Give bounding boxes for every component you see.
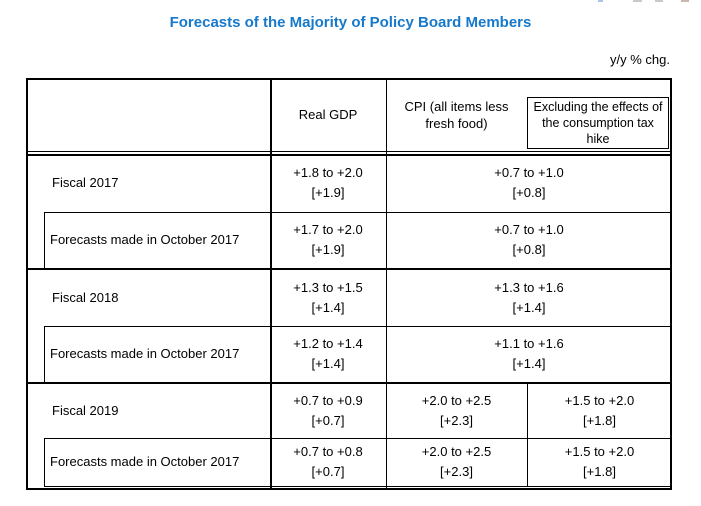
forecast-median: [+1.9]: [311, 242, 345, 257]
row-label-text: Fiscal 2019: [52, 403, 119, 418]
forecast-median: [+1.4]: [311, 356, 345, 371]
forecast-range: +1.8 to +2.0: [293, 165, 363, 180]
forecast-median: [+1.8]: [583, 464, 616, 479]
cpi-forecast-cell: +2.0 to +2.5 [+2.3]: [386, 384, 527, 438]
section-divider: [26, 382, 672, 384]
inset-box-left-line: [44, 212, 45, 268]
row-divider: [44, 438, 672, 439]
gdp-forecast-cell: +0.7 to +0.8 [+0.7]: [270, 438, 386, 486]
column-header-label: CPI (all items less fresh food): [404, 98, 509, 131]
unit-note: y/y % chg.: [610, 52, 670, 67]
section-divider: [26, 268, 672, 270]
row-divider: [44, 326, 672, 327]
forecast-range: +2.0 to +2.5: [421, 393, 492, 408]
forecast-range: +1.1 to +1.6: [494, 336, 564, 351]
cropped-text-remnant: [598, 0, 603, 2]
row-label-text: Fiscal 2018: [52, 290, 119, 305]
cpi-forecast-cell: +1.3 to +1.6 [+1.4]: [386, 270, 672, 326]
cropped-text-remnant: [681, 0, 689, 2]
forecast-median: [+2.3]: [440, 413, 473, 428]
forecast-median: [+1.4]: [512, 300, 546, 315]
gdp-forecast-cell: +0.7 to +0.9 [+0.7]: [270, 384, 386, 438]
gdp-cpi-column-divider: [386, 78, 387, 488]
forecast-median: [+0.7]: [311, 464, 345, 479]
cpi-ex-tax-forecast-cell: +1.5 to +2.0 [+1.8]: [527, 438, 672, 486]
forecast-median: [+0.7]: [311, 413, 345, 428]
row-label-text: Forecasts made in October 2017: [50, 346, 240, 361]
row-label-october-forecast: Forecasts made in October 2017: [50, 212, 265, 268]
forecast-range: +1.7 to +2.0: [293, 222, 363, 237]
forecast-median: [+1.4]: [311, 300, 345, 315]
forecast-range: +0.7 to +1.0: [494, 222, 564, 237]
forecast-range: +1.2 to +1.4: [293, 336, 363, 351]
cropped-text-remnant: [633, 0, 642, 2]
gdp-forecast-cell: +1.8 to +2.0 [+1.9]: [270, 154, 386, 212]
cpi-forecast-cell: +1.1 to +1.6 [+1.4]: [386, 326, 672, 382]
forecast-median: [+1.8]: [583, 413, 616, 428]
forecast-range: +1.5 to +2.0: [564, 393, 635, 408]
page-title: Forecasts of the Majority of Policy Boar…: [169, 14, 532, 31]
forecast-median: [+0.8]: [512, 185, 546, 200]
forecast-range: +1.5 to +2.0: [564, 444, 635, 459]
table-border-bottom: [26, 488, 672, 490]
column-header-cpi-ex-tax: Excluding the effects of the consumption…: [527, 97, 669, 149]
table-border-top: [26, 78, 672, 80]
row-divider: [44, 212, 672, 213]
forecast-range: +0.7 to +0.9: [293, 393, 363, 408]
header-bottom-line: [26, 151, 672, 152]
forecast-median: [+0.8]: [512, 242, 546, 257]
row-label-october-forecast: Forecasts made in October 2017: [50, 326, 265, 382]
forecast-median: [+1.4]: [512, 356, 546, 371]
row-label-fiscal-2017: Fiscal 2017: [52, 154, 262, 212]
inset-box-left-line: [44, 438, 45, 486]
label-column-divider: [270, 78, 272, 488]
table-border-left: [26, 78, 28, 490]
row-label-text: Fiscal 2017: [52, 175, 119, 190]
gdp-forecast-cell: +1.7 to +2.0 [+1.9]: [270, 212, 386, 268]
forecast-range: +0.7 to +0.8: [293, 444, 363, 459]
cpi-ex-tax-forecast-cell: +1.5 to +2.0 [+1.8]: [527, 384, 672, 438]
table-border-right: [670, 78, 672, 490]
gdp-forecast-cell: +1.2 to +1.4 [+1.4]: [270, 326, 386, 382]
row-label-october-forecast: Forecasts made in October 2017: [50, 438, 265, 486]
column-header-label: Real GDP: [298, 107, 358, 122]
gdp-forecast-cell: +1.3 to +1.5 [+1.4]: [270, 270, 386, 326]
cpi-forecast-cell: +2.0 to +2.5 [+2.3]: [386, 438, 527, 486]
row-label-text: Forecasts made in October 2017: [50, 232, 240, 247]
inset-box-bottom-line: [44, 486, 672, 487]
column-header-label: Excluding the effects of the consumption…: [533, 100, 663, 146]
cpi-forecast-cell: +0.7 to +1.0 [+0.8]: [386, 154, 672, 212]
cpi-forecast-cell: +0.7 to +1.0 [+0.8]: [386, 212, 672, 268]
forecast-median: [+2.3]: [440, 464, 473, 479]
forecast-range: +2.0 to +2.5: [421, 444, 492, 459]
row-label-fiscal-2019: Fiscal 2019: [52, 384, 262, 438]
column-header-cpi: CPI (all items less fresh food): [386, 78, 527, 151]
cpi-extax-column-divider: [527, 384, 528, 486]
forecast-median: [+1.9]: [311, 185, 345, 200]
inset-box-left-line: [44, 326, 45, 382]
forecast-range: +1.3 to +1.5: [293, 280, 363, 295]
row-label-fiscal-2018: Fiscal 2018: [52, 270, 262, 326]
forecast-range: +0.7 to +1.0: [494, 165, 564, 180]
header-bottom-thick-line: [26, 154, 672, 156]
cropped-text-remnant: [655, 0, 663, 2]
column-header-real-gdp: Real GDP: [270, 78, 386, 151]
forecast-range: +1.3 to +1.6: [494, 280, 564, 295]
row-label-text: Forecasts made in October 2017: [50, 454, 240, 469]
